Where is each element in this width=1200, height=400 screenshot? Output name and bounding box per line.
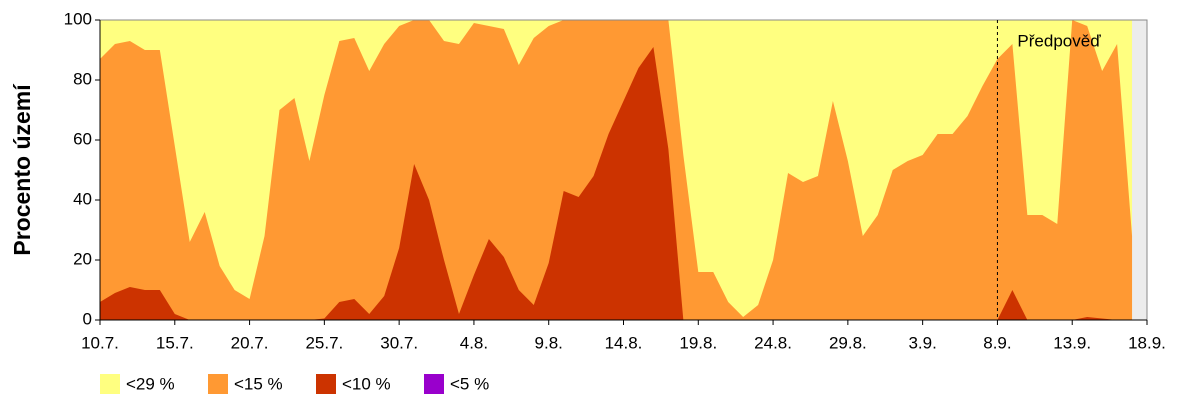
legend-swatch — [424, 374, 444, 394]
forecast-label: Předpověď — [1017, 31, 1101, 50]
y-tick-label: 40 — [73, 189, 92, 208]
x-tick-label: 10.7. — [81, 333, 119, 352]
y-axis-label: Procento území — [9, 83, 35, 256]
x-tick-label: 4.8. — [460, 333, 488, 352]
legend-swatch — [316, 374, 336, 394]
legend-label: <15 % — [234, 374, 283, 393]
x-tick-label: 30.7. — [380, 333, 418, 352]
x-tick-label: 15.7. — [156, 333, 194, 352]
area — [100, 47, 1133, 320]
legend-label: <29 % — [126, 374, 175, 393]
legend-swatch — [208, 374, 228, 394]
x-tick-label: 3.9. — [908, 333, 936, 352]
x-tick-label: 8.9. — [983, 333, 1011, 352]
legend-swatch — [100, 374, 120, 394]
x-tick-label: 14.8. — [605, 333, 643, 352]
legend-label: <10 % — [342, 374, 391, 393]
x-tick-label: 9.8. — [535, 333, 563, 352]
y-tick-label: 0 — [83, 309, 92, 328]
x-tick-label: 20.7. — [231, 333, 269, 352]
y-tick-label: 20 — [73, 249, 92, 268]
y-tick-label: 60 — [73, 129, 92, 148]
x-tick-label: 25.7. — [305, 333, 343, 352]
x-tick-label: 13.9. — [1053, 333, 1091, 352]
x-tick-label: 29.8. — [829, 333, 867, 352]
legend-label: <5 % — [450, 374, 489, 393]
x-tick-label: 19.8. — [679, 333, 717, 352]
x-tick-label: 18.9. — [1128, 333, 1166, 352]
y-tick-label: 80 — [73, 69, 92, 88]
x-tick-label: 24.8. — [754, 333, 792, 352]
y-tick-label: 100 — [64, 9, 92, 28]
